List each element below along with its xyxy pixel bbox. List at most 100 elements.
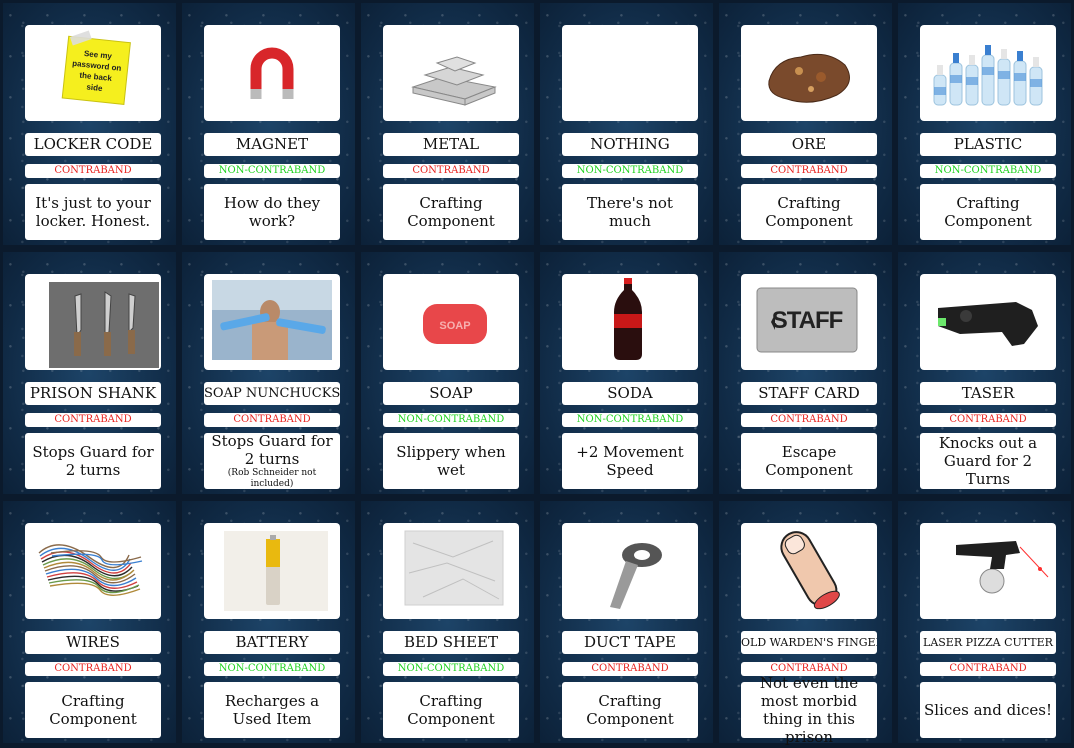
description-text: Stops Guard for 2 turns	[32, 443, 154, 479]
item-name: MAGNET	[204, 133, 340, 156]
contraband-status: CONTRABAND	[383, 164, 519, 178]
contraband-status: CONTRABAND	[920, 413, 1056, 427]
shank-icon	[25, 274, 161, 370]
item-image	[562, 523, 698, 619]
contraband-status: NON-CONTRABAND	[383, 662, 519, 676]
plastic-bottles-icon	[920, 25, 1056, 121]
item-image	[25, 274, 161, 370]
item-image	[920, 523, 1056, 619]
item-image	[920, 274, 1056, 370]
description-text: Stops Guard for 2 turns	[211, 432, 333, 468]
item-image	[204, 274, 340, 370]
item-name: STAFF CARD	[741, 382, 877, 405]
contraband-status: NON-CONTRABAND	[562, 164, 698, 178]
item-description: Stops Guard for 2 turns (Rob Schneider n…	[204, 432, 340, 489]
contraband-status: NON-CONTRABAND	[204, 662, 340, 676]
item-name: LASER PIZZA CUTTER	[920, 631, 1056, 654]
description-text: There's not much	[587, 194, 673, 230]
ore-rock-icon	[741, 25, 877, 121]
item-name: DUCT TAPE	[562, 631, 698, 654]
contraband-status: CONTRABAND	[741, 662, 877, 676]
card-text: STAFF	[772, 307, 843, 334]
item-description: Crafting Component	[383, 184, 519, 240]
item-name: PLASTIC	[920, 133, 1056, 156]
metal-ingots-icon	[383, 25, 519, 121]
soap-text: SOAP	[439, 320, 470, 332]
item-card[interactable]: PRISON SHANK CONTRABAND Stops Guard for …	[3, 252, 176, 494]
item-name: NOTHING	[562, 133, 698, 156]
contraband-status: NON-CONTRABAND	[383, 413, 519, 427]
battery-icon	[204, 523, 340, 619]
item-name: SOAP NUNCHUCKS	[204, 382, 340, 405]
item-card[interactable]: TASER CONTRABAND Knocks out a Guard for …	[898, 252, 1071, 494]
item-description: Slippery when wet	[383, 433, 519, 489]
duct-tape-icon	[562, 523, 698, 619]
contraband-status: CONTRABAND	[920, 662, 1056, 676]
item-card[interactable]: NOTHING NON-CONTRABAND There's not much	[540, 3, 713, 245]
item-card[interactable]: LASER PIZZA CUTTER CONTRABAND Slices and…	[898, 501, 1071, 743]
item-card[interactable]: See mypassword onthe backside LOCKER COD…	[3, 3, 176, 245]
contraband-status: NON-CONTRABAND	[920, 164, 1056, 178]
item-card[interactable]: STAFF STAFF CARD CONTRABAND Escape Compo…	[719, 252, 892, 494]
laser-pizza-cutter-icon	[920, 523, 1056, 619]
item-image	[383, 523, 519, 619]
item-card[interactable]: BED SHEET NON-CONTRABAND Crafting Compon…	[361, 501, 534, 743]
contraband-status: CONTRABAND	[741, 164, 877, 178]
item-card[interactable]: ORE CONTRABAND Crafting Component	[719, 3, 892, 245]
item-card[interactable]: DUCT TAPE CONTRABAND Crafting Component	[540, 501, 713, 743]
description-text: Crafting Component	[765, 194, 853, 230]
item-card[interactable]: SOAP NUNCHUCKS CONTRABAND Stops Guard fo…	[182, 252, 355, 494]
item-card[interactable]: SOAP SOAP NON-CONTRABAND Slippery when w…	[361, 252, 534, 494]
description-subtext: (Rob Schneider not included)	[227, 468, 317, 489]
finger-icon	[741, 523, 877, 619]
item-description: It's just to your locker. Honest.	[25, 184, 161, 240]
description-text: It's just to your locker. Honest.	[35, 194, 151, 230]
staff-card-icon: STAFF	[741, 274, 877, 370]
item-name: METAL	[383, 133, 519, 156]
item-name: OLD WARDEN'S FINGER	[741, 631, 877, 654]
item-name: TASER	[920, 382, 1056, 405]
item-name: WIRES	[25, 631, 161, 654]
item-description: How do they work?	[204, 184, 340, 240]
soap-bar-icon: SOAP	[383, 274, 519, 370]
magnet-icon	[204, 25, 340, 121]
item-description: Knocks out a Guard for 2 Turns	[920, 433, 1056, 489]
item-card[interactable]: BATTERY NON-CONTRABAND Recharges a Used …	[182, 501, 355, 743]
item-image	[562, 274, 698, 370]
wires-icon	[25, 523, 161, 619]
contraband-status: CONTRABAND	[741, 413, 877, 427]
item-image	[204, 25, 340, 121]
description-text: Crafting Component	[586, 692, 674, 728]
item-image: SOAP	[383, 274, 519, 370]
description-text: Crafting Component	[49, 692, 137, 728]
contraband-status: CONTRABAND	[562, 662, 698, 676]
item-description: Crafting Component	[25, 682, 161, 738]
item-card[interactable]: PLASTIC NON-CONTRABAND Crafting Componen…	[898, 3, 1071, 245]
description-text: Crafting Component	[407, 194, 495, 230]
item-card[interactable]: OLD WARDEN'S FINGER CONTRABAND Not even …	[719, 501, 892, 746]
nunchucks-photo-icon	[204, 274, 340, 370]
description-text: Slippery when wet	[396, 443, 506, 479]
bed-sheet-icon	[383, 523, 519, 619]
item-description: Crafting Component	[920, 184, 1056, 240]
description-text: How do they work?	[223, 194, 321, 230]
item-image	[25, 523, 161, 619]
item-name: BATTERY	[204, 631, 340, 654]
item-description: Crafting Component	[383, 682, 519, 738]
empty-icon	[562, 25, 698, 121]
item-image	[562, 25, 698, 121]
item-card[interactable]: METAL CONTRABAND Crafting Component	[361, 3, 534, 245]
item-name: PRISON SHANK	[25, 382, 161, 405]
item-name: LOCKER CODE	[25, 133, 161, 156]
item-image	[204, 523, 340, 619]
description-text: Not even the most morbid thing in this p…	[759, 674, 859, 746]
item-card[interactable]: WIRES CONTRABAND Crafting Component	[3, 501, 176, 743]
item-description: Crafting Component	[562, 682, 698, 738]
item-name: SODA	[562, 382, 698, 405]
item-image: See mypassword onthe backside	[25, 25, 161, 121]
contraband-status: NON-CONTRABAND	[562, 413, 698, 427]
item-card[interactable]: MAGNET NON-CONTRABAND How do they work?	[182, 3, 355, 245]
item-card[interactable]: SODA NON-CONTRABAND +2 Movement Speed	[540, 252, 713, 494]
item-image	[920, 25, 1056, 121]
